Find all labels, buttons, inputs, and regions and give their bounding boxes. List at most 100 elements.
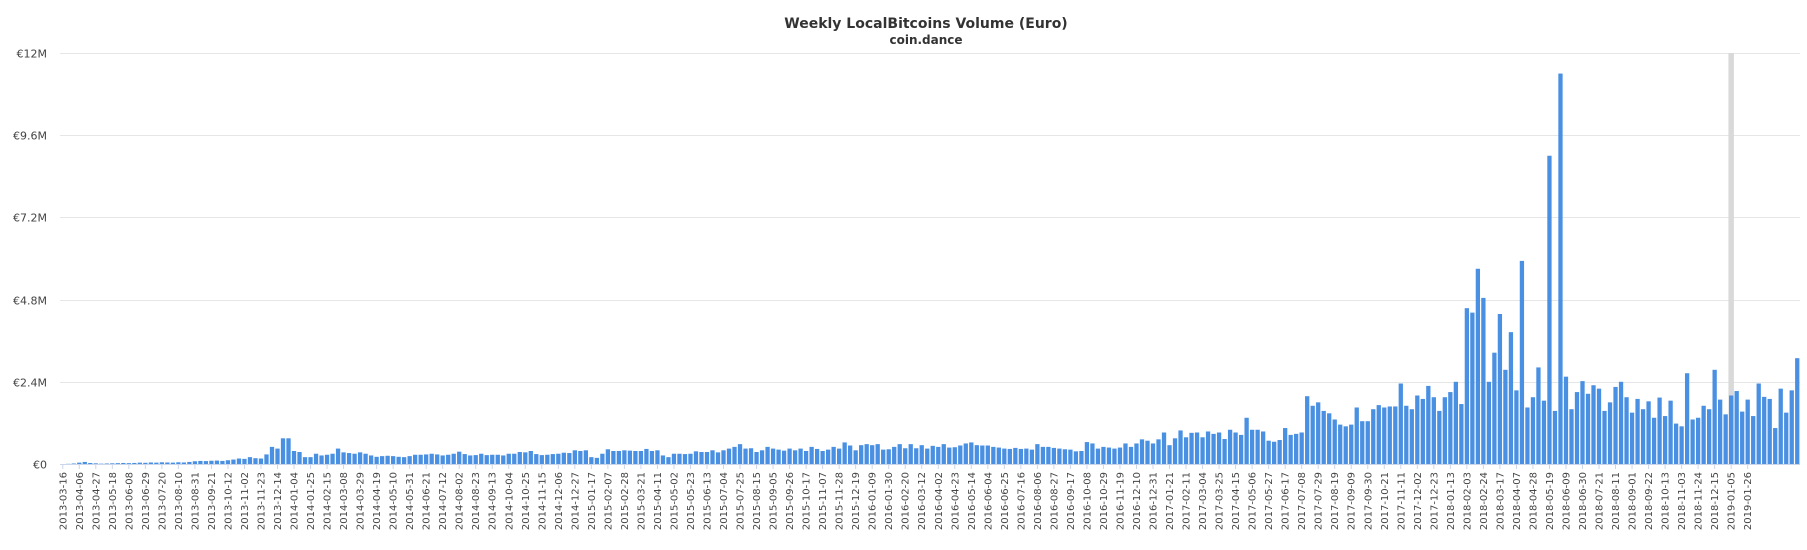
bar[interactable] bbox=[418, 454, 423, 464]
bar[interactable] bbox=[242, 458, 247, 464]
bar[interactable] bbox=[985, 445, 990, 465]
bar[interactable] bbox=[1134, 443, 1139, 464]
bar[interactable] bbox=[1668, 400, 1673, 464]
bar[interactable] bbox=[1123, 443, 1128, 464]
bar[interactable] bbox=[517, 452, 522, 464]
bar[interactable] bbox=[170, 462, 176, 464]
bar[interactable] bbox=[154, 462, 159, 464]
bar[interactable] bbox=[737, 444, 743, 464]
bar[interactable] bbox=[110, 463, 115, 464]
bar[interactable] bbox=[269, 446, 275, 465]
bar[interactable] bbox=[93, 463, 98, 464]
bar[interactable] bbox=[1255, 429, 1260, 464]
bar[interactable] bbox=[390, 456, 396, 464]
bar[interactable] bbox=[908, 444, 913, 464]
bar[interactable] bbox=[1448, 392, 1453, 464]
bar[interactable] bbox=[1707, 409, 1712, 464]
bar[interactable] bbox=[1778, 388, 1783, 464]
bar[interactable] bbox=[1684, 373, 1690, 464]
bar[interactable] bbox=[198, 460, 203, 464]
bar[interactable] bbox=[930, 445, 935, 464]
bar[interactable] bbox=[1205, 431, 1211, 464]
bar[interactable] bbox=[688, 453, 693, 464]
bar[interactable] bbox=[1238, 434, 1244, 464]
bar[interactable] bbox=[1585, 393, 1591, 464]
bar[interactable] bbox=[187, 461, 192, 464]
bar[interactable] bbox=[699, 452, 704, 464]
bar[interactable] bbox=[776, 449, 781, 464]
bar[interactable] bbox=[1679, 426, 1684, 464]
bar[interactable] bbox=[1602, 410, 1607, 464]
bar[interactable] bbox=[523, 452, 528, 464]
bar[interactable] bbox=[1673, 423, 1679, 464]
bar[interactable] bbox=[1756, 383, 1761, 464]
bar[interactable] bbox=[1349, 424, 1354, 464]
bar[interactable] bbox=[1552, 410, 1558, 464]
bar[interactable] bbox=[1442, 397, 1447, 464]
bar[interactable] bbox=[633, 450, 638, 464]
bar[interactable] bbox=[1084, 442, 1090, 464]
bar[interactable] bbox=[1305, 396, 1310, 464]
bar[interactable] bbox=[324, 454, 330, 464]
bar[interactable] bbox=[1734, 391, 1739, 464]
bar[interactable] bbox=[1216, 432, 1222, 464]
bar[interactable] bbox=[1288, 434, 1293, 464]
bar[interactable] bbox=[837, 448, 842, 464]
bar[interactable] bbox=[759, 450, 765, 464]
bar[interactable] bbox=[864, 444, 869, 464]
bar[interactable] bbox=[842, 442, 847, 464]
bar[interactable] bbox=[352, 453, 357, 464]
bar[interactable] bbox=[1789, 390, 1794, 464]
bar[interactable] bbox=[1112, 448, 1117, 464]
bar[interactable] bbox=[1453, 381, 1458, 464]
bar[interactable] bbox=[1503, 369, 1508, 464]
bar[interactable] bbox=[952, 447, 957, 464]
bar[interactable] bbox=[440, 455, 445, 464]
bar[interactable] bbox=[556, 453, 561, 464]
bar[interactable] bbox=[357, 452, 363, 464]
bar[interactable] bbox=[594, 457, 600, 464]
bar[interactable] bbox=[991, 446, 996, 465]
bar[interactable] bbox=[1718, 399, 1723, 464]
bar[interactable] bbox=[1784, 412, 1789, 465]
bar[interactable] bbox=[655, 450, 660, 464]
bar[interactable] bbox=[1712, 369, 1717, 464]
bar[interactable] bbox=[225, 460, 231, 464]
bar[interactable] bbox=[1007, 448, 1012, 464]
bar[interactable] bbox=[181, 462, 187, 464]
bar[interactable] bbox=[1046, 446, 1051, 465]
bar[interactable] bbox=[781, 450, 787, 464]
bar[interactable] bbox=[1040, 446, 1046, 465]
bar[interactable] bbox=[435, 454, 440, 464]
bar[interactable] bbox=[770, 448, 776, 464]
bar[interactable] bbox=[936, 446, 941, 465]
bar[interactable] bbox=[490, 454, 495, 464]
bar[interactable] bbox=[814, 448, 820, 464]
bar[interactable] bbox=[1558, 73, 1563, 465]
bar[interactable] bbox=[677, 453, 682, 464]
bar[interactable] bbox=[671, 453, 677, 464]
bar[interactable] bbox=[996, 447, 1001, 464]
bar[interactable] bbox=[1690, 419, 1695, 464]
bar[interactable] bbox=[616, 450, 622, 464]
bar[interactable] bbox=[115, 463, 120, 464]
bar[interactable] bbox=[925, 448, 930, 464]
bar[interactable] bbox=[148, 462, 153, 464]
bar[interactable] bbox=[897, 444, 902, 464]
bar[interactable] bbox=[1646, 401, 1651, 464]
bar[interactable] bbox=[1519, 260, 1525, 464]
bar[interactable] bbox=[1332, 419, 1337, 464]
bar[interactable] bbox=[1387, 406, 1392, 464]
bar[interactable] bbox=[1316, 402, 1321, 464]
bar[interactable] bbox=[1624, 397, 1629, 464]
bar[interactable] bbox=[644, 448, 649, 464]
bar[interactable] bbox=[165, 462, 170, 464]
bar[interactable] bbox=[903, 448, 908, 464]
bar[interactable] bbox=[1695, 417, 1701, 464]
bar[interactable] bbox=[1613, 386, 1618, 464]
bar[interactable] bbox=[1376, 405, 1381, 464]
bar[interactable] bbox=[1222, 439, 1227, 464]
bar[interactable] bbox=[1068, 449, 1073, 464]
bar[interactable] bbox=[605, 449, 611, 464]
bar[interactable] bbox=[379, 456, 385, 464]
